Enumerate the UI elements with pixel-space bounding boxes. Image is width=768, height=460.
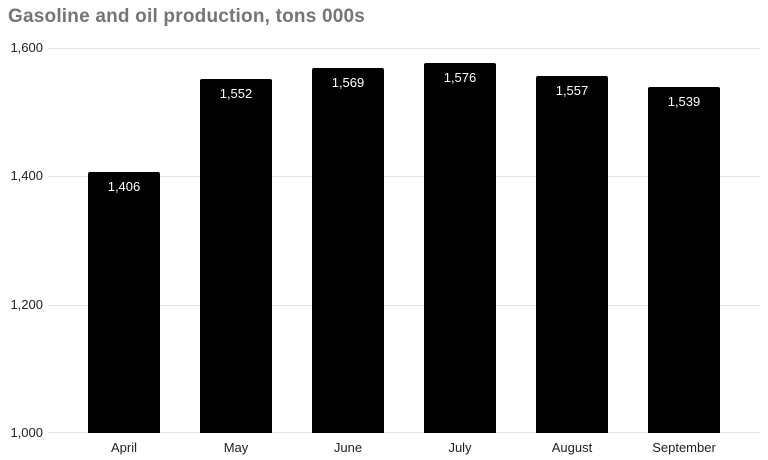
y-axis-tick-label: 1,200 [10, 296, 43, 312]
chart-title: Gasoline and oil production, tons 000s [8, 6, 366, 27]
x-axis-tick-label: September [652, 440, 716, 455]
bar-may: 1,552 [200, 78, 272, 433]
y-axis-tick-label: 1,600 [10, 40, 43, 55]
y-axis-tick-label: 1,400 [10, 168, 43, 184]
x-axis-tick-label: August [551, 440, 593, 455]
y-axis-tick-label: 1,000 [10, 425, 43, 440]
bar-value-label: 1,552 [219, 85, 253, 101]
bar-value-label: 1,576 [443, 70, 477, 86]
gridline [48, 304, 760, 306]
bar-september: 1,539 [648, 87, 720, 433]
bar-column: 1,576 July [404, 48, 516, 455]
bar-value-label: 1,557 [555, 82, 589, 98]
x-axis-tick-label: June [333, 440, 363, 455]
bar-july: 1,576 [424, 63, 496, 433]
x-axis-tick-label: April [110, 440, 137, 455]
bar-column: 1,552 May [180, 48, 292, 455]
bar-august: 1,557 [536, 75, 608, 433]
x-axis-tick-label: July [448, 440, 472, 455]
x-axis-tick-label: May [223, 440, 249, 455]
bar-value-label: 1,569 [331, 74, 365, 90]
bar-june: 1,569 [312, 67, 384, 433]
bar-column: 1,539 September [628, 48, 740, 455]
bar-value-label: 1,406 [107, 179, 141, 195]
bar-column: 1,557 August [516, 48, 628, 455]
bars-row: 1,406 April 1,552 May 1,569 June 1,576 July 1,55… [48, 48, 760, 455]
gridline [48, 432, 760, 433]
plot-area: 1,600 1,400 1,200 1,000 1,406 April 1,552 May 1,… [10, 40, 760, 455]
bar-column: 1,406 April [68, 48, 180, 455]
gridline [48, 48, 760, 49]
bar-april: 1,406 [88, 172, 160, 433]
bar-value-label: 1,539 [667, 94, 701, 110]
bar-column: 1,569 June [292, 48, 404, 455]
gridline [48, 176, 760, 178]
